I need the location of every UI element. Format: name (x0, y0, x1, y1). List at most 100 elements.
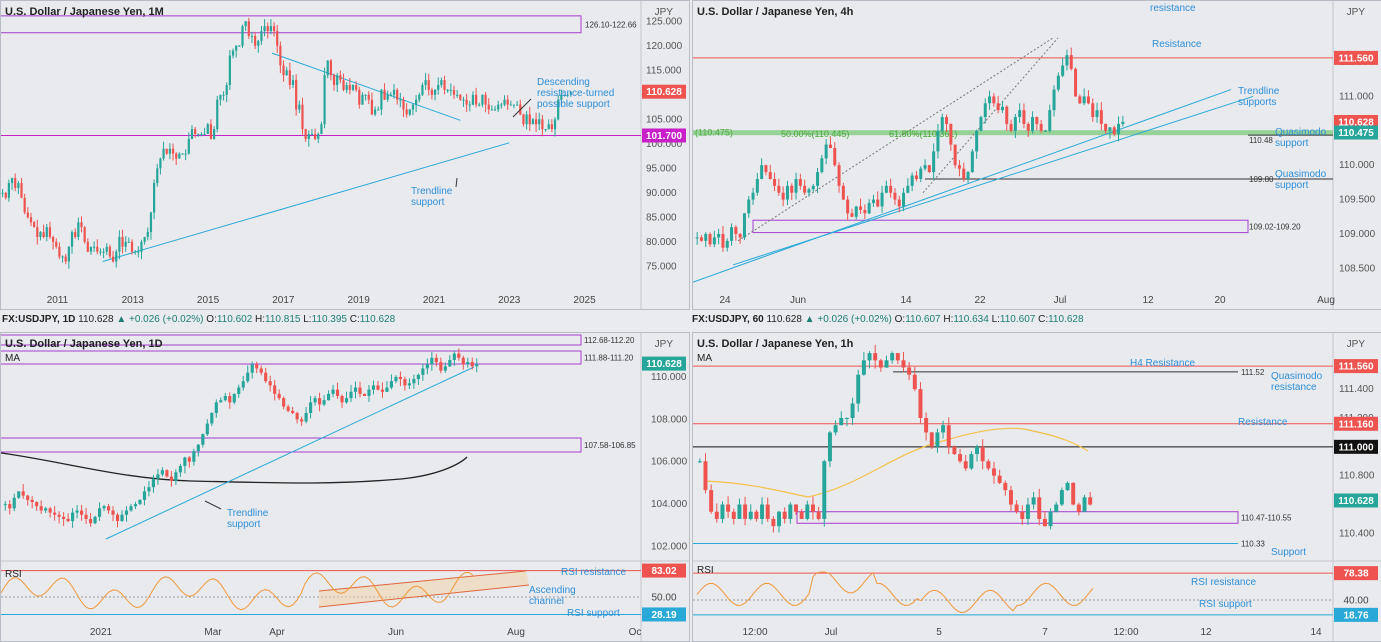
candle (309, 402, 313, 413)
candle (799, 511, 804, 519)
candle (241, 381, 245, 388)
change-value: ▲ +0.026 (+0.02%) (804, 314, 892, 325)
candle (286, 406, 290, 411)
candle (377, 109, 380, 111)
candle (8, 504, 12, 509)
candle (190, 129, 194, 139)
candle (61, 256, 64, 258)
candle (1099, 110, 1103, 124)
candle (21, 491, 25, 496)
price-tag: 110.628 (1338, 496, 1374, 507)
annotation-text: Descending (537, 77, 590, 88)
y-tick-label: 125.000 (646, 16, 683, 27)
candle (790, 185, 794, 193)
candle (1043, 130, 1047, 132)
candle (241, 26, 244, 46)
candle (811, 185, 815, 190)
chart-canvas-4h[interactable]: JPY111.500111.000110.500110.000109.50010… (693, 1, 1381, 309)
candle (443, 366, 447, 371)
candle (133, 504, 138, 507)
high-label: H: (943, 314, 954, 325)
candle (966, 172, 970, 179)
y-tick-label: 120.000 (646, 41, 683, 52)
chart-canvas-hourly[interactable]: JPY111.400111.200110.800110.40012:00Jul5… (693, 333, 1381, 641)
candle (358, 387, 362, 394)
chart-panel-4h[interactable]: JPY111.500111.000110.500110.000109.50010… (692, 0, 1381, 310)
candle (788, 504, 793, 519)
x-tick-label: Jul (1054, 295, 1067, 306)
chart-title: U.S. Dollar / Japanese Yen, 1D (5, 338, 163, 350)
trendline (732, 95, 1254, 266)
candle (912, 374, 917, 390)
chart-panel-hourly[interactable]: JPY111.400111.200110.800110.40012:00Jul5… (692, 332, 1381, 642)
rsi-tag: 50.00 (651, 593, 676, 604)
candle (23, 197, 26, 213)
candle (36, 227, 39, 237)
candle (443, 80, 446, 90)
candle (394, 376, 398, 382)
close-value: 110.628 (78, 314, 114, 325)
candle (1112, 127, 1116, 135)
candle (149, 212, 153, 233)
candle (544, 129, 547, 131)
candle (291, 410, 295, 413)
candle (250, 364, 254, 373)
y-tick-label: 90.000 (646, 188, 677, 199)
price-tag-bg (1334, 125, 1378, 140)
y-tick-label: 105.000 (646, 114, 683, 125)
zone-label: 107.58-106.85 (584, 441, 636, 450)
y-tick-label: 104.000 (651, 499, 688, 510)
candle (174, 472, 178, 481)
candle (531, 119, 535, 125)
candle (1025, 504, 1030, 519)
candle (1061, 65, 1065, 76)
candle (86, 241, 89, 252)
candle (111, 256, 115, 262)
candle (209, 124, 213, 139)
y-tick-label: 106.000 (651, 457, 688, 468)
candle (55, 241, 58, 247)
close-label: C: (349, 314, 360, 325)
x-tick-label: Jun (388, 627, 404, 638)
candle (430, 89, 434, 95)
candle (392, 89, 396, 95)
candle (120, 514, 124, 522)
low-label: L: (991, 314, 1000, 325)
annotation-text: RSI support (1199, 599, 1252, 610)
candle (1039, 123, 1043, 131)
chart-panel-monthly[interactable]: JPY125.000120.000115.000110.000105.00010… (0, 0, 690, 310)
chart-panel-daily[interactable]: JPY 110.000 108.000 106.000 104.000 102.000 20… (0, 332, 690, 642)
x-tick-label: 2021 (423, 295, 446, 306)
candle (876, 199, 880, 207)
candle (266, 26, 269, 32)
chart-canvas-daily[interactable]: JPY 110.000 108.000 106.000 104.000 102.000 20… (1, 333, 689, 641)
annotation-text: Resistance (1152, 39, 1202, 50)
x-tick-label: 12:00 (742, 627, 767, 638)
candle (342, 80, 345, 90)
candle (118, 236, 121, 252)
candle (980, 446, 985, 462)
candle (717, 233, 721, 238)
x-tick-label: 14 (1310, 627, 1322, 638)
candle (57, 514, 61, 517)
candle (17, 491, 21, 498)
x-tick-label: Oc (629, 627, 642, 638)
candle (1088, 497, 1093, 505)
candle (329, 60, 332, 76)
candle (105, 246, 108, 252)
annotation-text: support (411, 197, 445, 208)
candle (512, 104, 516, 106)
candle (237, 387, 241, 394)
candle (751, 192, 755, 200)
candle (178, 153, 181, 159)
chart-canvas-monthly[interactable]: JPY125.000120.000115.000110.000105.00010… (1, 1, 689, 309)
x-tick-label: 20 (1214, 295, 1226, 306)
candle (695, 237, 699, 239)
price-tag-bg (1334, 115, 1378, 130)
candle (760, 165, 764, 179)
x-tick-label: Aug (1317, 295, 1335, 306)
candle (77, 222, 80, 237)
candle (880, 192, 884, 207)
candle (837, 165, 841, 186)
candle (88, 518, 93, 524)
